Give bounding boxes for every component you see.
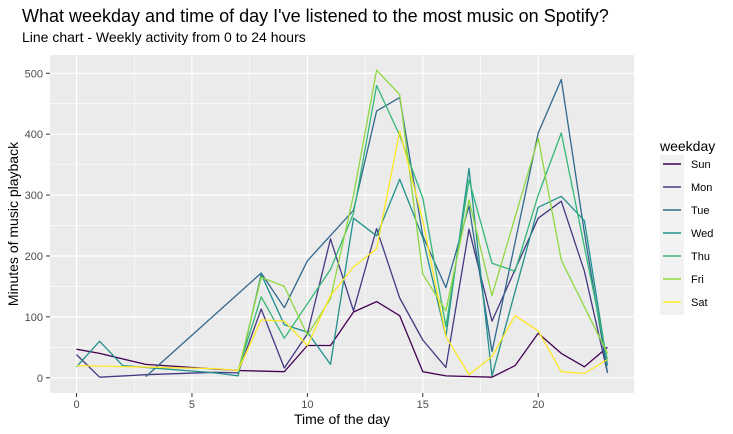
legend-label: Tue — [691, 205, 710, 217]
y-tick-label: 500 — [25, 68, 43, 80]
x-tick-label: 0 — [73, 399, 79, 411]
legend-label: Mon — [691, 182, 712, 194]
y-axis: 0 100 200 300 400 500 — [25, 68, 50, 385]
chart-subtitle: Line chart - Weekly activity from 0 to 2… — [22, 29, 306, 45]
legend-label: Sun — [691, 159, 711, 171]
legend-key-background — [660, 155, 684, 315]
y-axis-title: Minutes of music playback — [5, 141, 21, 306]
y-tick-label: 200 — [25, 251, 43, 263]
y-tick-label: 300 — [25, 190, 43, 202]
legend-item-fri: Fri — [663, 274, 704, 286]
legend-item-wed: Wed — [663, 228, 713, 240]
series-lines — [76, 69, 609, 378]
series-line-thu — [237, 84, 609, 371]
legend-item-sun: Sun — [663, 159, 711, 171]
x-tick-label: 15 — [417, 399, 429, 411]
minor-gridlines — [50, 55, 634, 393]
legend-item-tue: Tue — [663, 205, 710, 217]
y-tick-label: 0 — [37, 373, 43, 385]
series-line-tue — [145, 78, 609, 378]
legend-label: Fri — [691, 274, 704, 286]
y-tick-label: 100 — [25, 312, 43, 324]
plot-panel — [50, 55, 634, 393]
x-tick-label: 10 — [301, 399, 313, 411]
legend: weekday Sun Mon Tue Wed Thu Fri Sat — [659, 138, 715, 315]
series-line-fri — [237, 69, 609, 372]
x-tick-label: 20 — [532, 399, 544, 411]
series-line-sat — [76, 130, 608, 376]
y-tick-label: 400 — [25, 129, 43, 141]
legend-item-sat: Sat — [663, 297, 708, 309]
legend-item-mon: Mon — [663, 182, 712, 194]
legend-label: Thu — [691, 251, 710, 263]
legend-label: Wed — [691, 228, 713, 240]
series-line-wed — [76, 167, 609, 377]
legend-title: weekday — [659, 138, 715, 154]
legend-label: Sat — [691, 297, 708, 309]
x-axis-title: Time of the day — [294, 411, 390, 427]
x-axis: 0 5 10 15 20 — [73, 393, 544, 411]
legend-item-thu: Thu — [663, 251, 710, 263]
chart-title: What weekday and time of day I've listen… — [22, 6, 609, 26]
major-gridlines — [50, 55, 634, 393]
x-tick-label: 5 — [189, 399, 195, 411]
